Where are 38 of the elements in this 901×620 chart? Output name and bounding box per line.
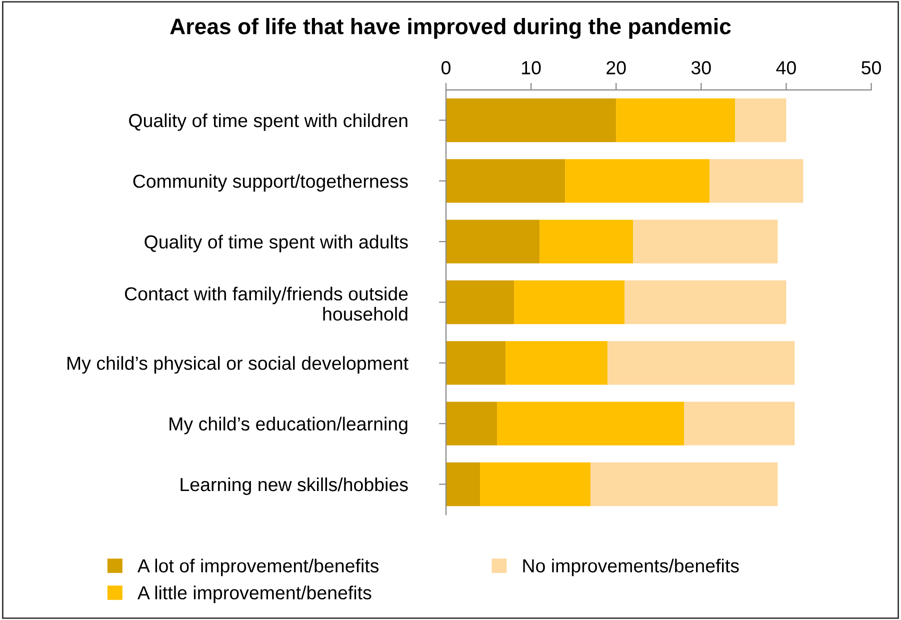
bar	[446, 280, 514, 324]
bar	[480, 462, 591, 506]
x-tick-label: 40	[776, 61, 796, 74]
x-tick-label: 30	[691, 61, 711, 74]
y-tick-label: My child’s physical or social development	[68, 356, 408, 374]
bar	[633, 220, 778, 264]
x-tick-label: 0	[442, 61, 450, 74]
y-tick-label: Quality of time spent with children	[129, 113, 408, 131]
bar	[446, 462, 480, 506]
legend-label: No improvements/benefits	[523, 558, 739, 576]
y-tick-label: Learning new skills/hobbies	[180, 477, 408, 495]
chart-title: Areas of life that have improved during the pandemic	[170, 18, 731, 39]
bar	[497, 402, 684, 446]
bar	[684, 402, 795, 446]
bar	[735, 98, 786, 142]
bar	[624, 280, 786, 324]
y-tick-label: My child’s education/learning	[170, 416, 408, 434]
y-tick-label: Quality of time spent with adults	[144, 234, 408, 252]
x-tick-label: 50	[862, 61, 881, 74]
bar	[446, 402, 498, 446]
y-tick-label: Contact with family/friends outside household	[124, 286, 408, 321]
bar	[616, 98, 736, 142]
bar	[446, 98, 616, 142]
legend-label: A little improvement/benefits	[137, 586, 372, 604]
bar	[608, 341, 795, 385]
bar	[446, 220, 540, 264]
x-tick-label: 20	[606, 61, 626, 74]
bar	[710, 159, 804, 203]
legend-label: A lot of improvement/benefits	[137, 558, 379, 576]
bar	[565, 159, 710, 203]
bar	[514, 280, 625, 324]
bar	[540, 220, 634, 264]
bar	[590, 462, 778, 506]
bar	[506, 341, 608, 385]
bar	[446, 341, 506, 385]
y-tick-label: Community support/togetherness	[133, 174, 408, 192]
bar	[446, 159, 566, 203]
x-tick-label: 10	[522, 61, 541, 74]
